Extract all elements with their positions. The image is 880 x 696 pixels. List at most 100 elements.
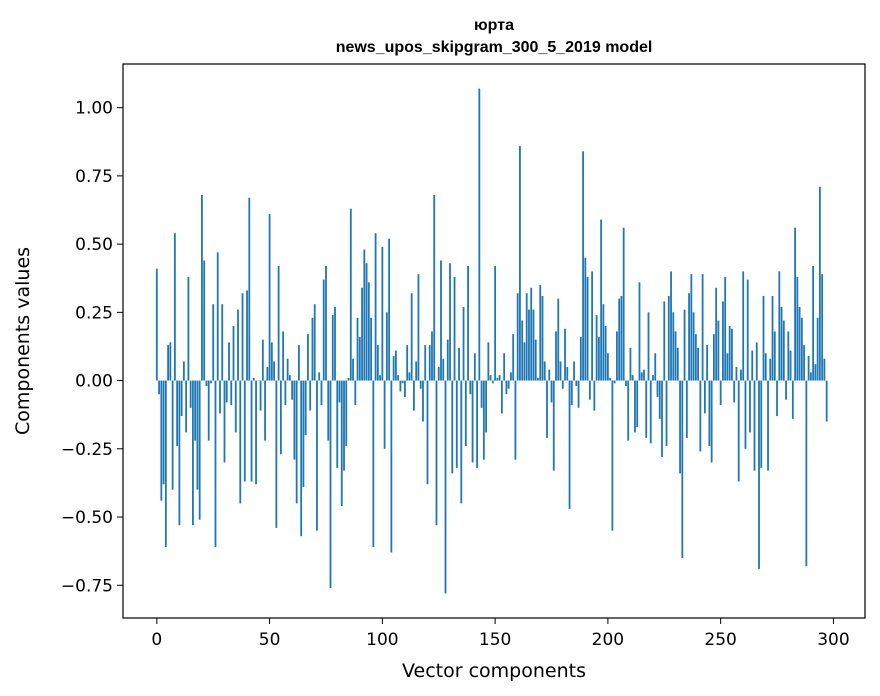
bar-207 xyxy=(622,227,625,381)
bar-60 xyxy=(291,380,294,400)
bar-266 xyxy=(755,342,758,381)
bar-97 xyxy=(374,233,377,381)
bar-39 xyxy=(243,380,246,482)
bar-150 xyxy=(494,265,497,381)
bar-95 xyxy=(370,317,372,381)
bar-191 xyxy=(586,276,589,381)
bar-91 xyxy=(361,287,363,381)
bar-281 xyxy=(789,350,792,381)
bar-216 xyxy=(643,369,645,381)
bar-242 xyxy=(701,274,704,381)
bar-153 xyxy=(500,380,503,414)
bar-269 xyxy=(762,295,765,381)
bar-54 xyxy=(277,265,280,381)
bar-28 xyxy=(219,380,221,414)
bar-214 xyxy=(638,282,641,381)
bar-277 xyxy=(780,306,783,381)
bar-180 xyxy=(561,380,564,389)
bar-246 xyxy=(710,380,713,463)
bar-138 xyxy=(467,265,469,381)
bar-197 xyxy=(600,219,603,381)
bar-165 xyxy=(528,309,530,381)
bar-80 xyxy=(336,380,339,468)
bar-206 xyxy=(620,295,623,381)
bar-29 xyxy=(221,304,224,381)
bar-72 xyxy=(318,372,321,381)
bar-82 xyxy=(340,380,343,507)
bar-108 xyxy=(399,380,402,392)
bar-151 xyxy=(496,377,499,381)
bar-27 xyxy=(216,252,219,381)
chart-title: юрта xyxy=(474,17,514,34)
bar-136 xyxy=(462,306,465,381)
y-tick-label: −0.75 xyxy=(61,576,113,596)
bar-10 xyxy=(178,380,181,526)
bar-265 xyxy=(753,380,756,471)
bar-89 xyxy=(356,317,359,381)
bar-129 xyxy=(446,339,449,381)
bar-139 xyxy=(469,380,472,395)
bar-107 xyxy=(397,375,400,381)
bar-9 xyxy=(176,380,179,447)
bar-31 xyxy=(225,380,228,403)
bar-48 xyxy=(264,380,266,441)
bar-249 xyxy=(717,320,720,381)
bar-40 xyxy=(246,290,248,381)
bar-79 xyxy=(334,306,336,381)
bar-213 xyxy=(636,380,639,427)
bar-171 xyxy=(541,295,544,381)
bar-43 xyxy=(252,377,255,381)
bar-237 xyxy=(690,274,693,381)
bar-19 xyxy=(198,380,201,520)
bar-159 xyxy=(514,380,517,460)
bar-146 xyxy=(485,380,487,433)
bar-161 xyxy=(519,145,521,381)
bar-101 xyxy=(383,380,386,449)
bar-286 xyxy=(800,317,803,381)
bar-81 xyxy=(338,380,341,403)
bar-5 xyxy=(167,345,169,381)
bar-35 xyxy=(234,380,237,433)
bar-119 xyxy=(424,345,427,381)
bar-234 xyxy=(683,309,686,381)
bar-16 xyxy=(192,380,194,526)
bar-240 xyxy=(697,347,699,381)
bar-220 xyxy=(652,375,654,381)
bar-51 xyxy=(270,342,273,381)
bar-204 xyxy=(616,331,618,381)
bar-17 xyxy=(194,380,197,441)
bar-183 xyxy=(568,380,571,509)
bar-228 xyxy=(670,271,672,381)
bar-18 xyxy=(196,380,199,490)
bar-122 xyxy=(431,331,433,381)
bar-190 xyxy=(584,257,587,381)
bar-168 xyxy=(534,339,537,381)
bar-175 xyxy=(550,380,553,403)
bar-128 xyxy=(444,380,447,594)
bar-224 xyxy=(661,380,663,457)
bar-84 xyxy=(345,380,348,447)
bar-275 xyxy=(776,380,778,417)
bar-238 xyxy=(692,312,695,381)
bar-196 xyxy=(597,336,600,381)
bar-67 xyxy=(307,334,309,381)
bar-264 xyxy=(751,350,754,381)
bar-278 xyxy=(782,320,785,381)
bar-92 xyxy=(363,249,366,381)
plot-frame xyxy=(122,63,866,619)
x-tick-label: 300 xyxy=(817,630,849,650)
bar-23 xyxy=(207,380,210,441)
bar-221 xyxy=(654,353,657,381)
y-tick-label: −0.25 xyxy=(61,440,113,460)
chart-subtitle: news_upos_skipgram_300_5_2019 model xyxy=(336,39,653,56)
bar-201 xyxy=(609,377,612,381)
bar-32 xyxy=(228,342,230,381)
bar-176 xyxy=(552,380,555,471)
bar-229 xyxy=(672,312,675,381)
bar-268 xyxy=(760,380,763,468)
bar-192 xyxy=(588,380,591,400)
bar-163 xyxy=(523,342,526,381)
bar-127 xyxy=(442,358,445,381)
bar-288 xyxy=(805,380,808,567)
